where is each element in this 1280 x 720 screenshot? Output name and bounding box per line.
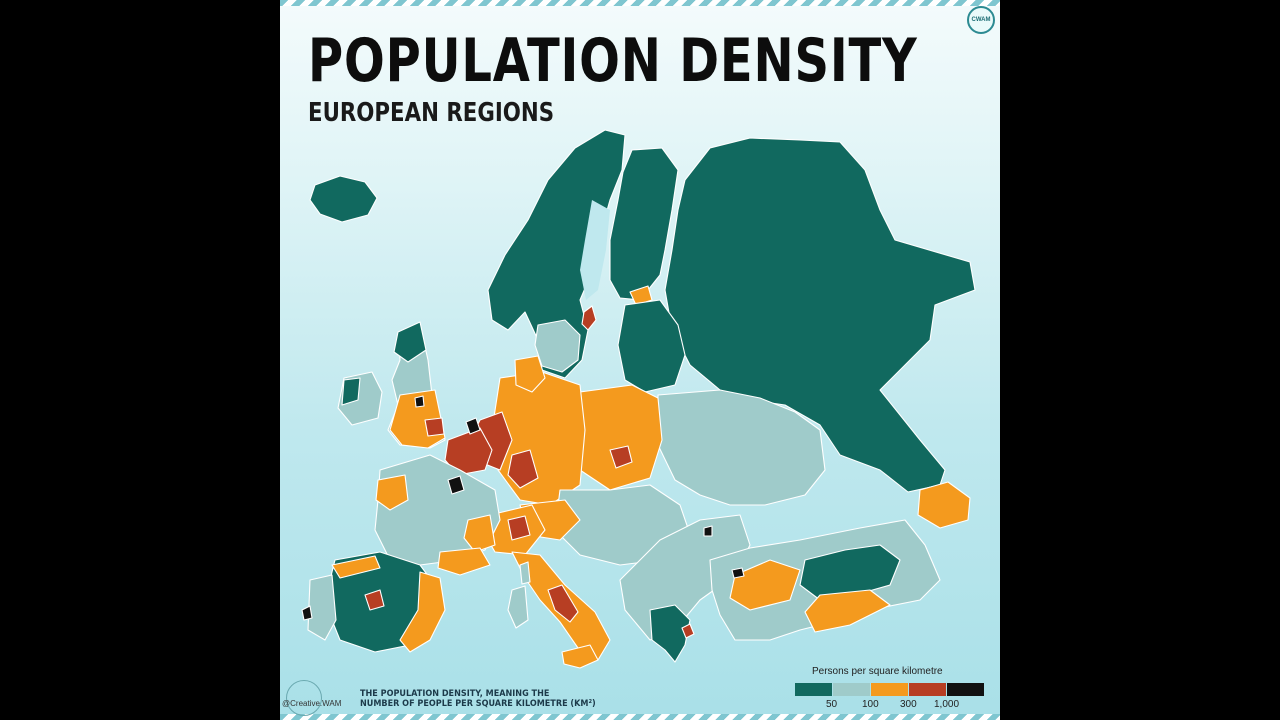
region-athens bbox=[681, 623, 695, 639]
region-riviera bbox=[437, 547, 491, 576]
creator-credit: @Creative.WAM bbox=[282, 699, 342, 708]
region-baltics bbox=[617, 299, 686, 393]
footnote-line-2: NUMBER OF PEOPLE PER SQUARE KILOMETRE (K… bbox=[360, 699, 596, 709]
footnote-line-1: THE POPULATION DENSITY, MEANING THE bbox=[360, 689, 550, 699]
region-london bbox=[424, 417, 445, 437]
legend-swatch-orange bbox=[871, 683, 908, 696]
baltic-sea bbox=[580, 200, 610, 300]
region-randstad bbox=[465, 417, 481, 435]
region-caucasus bbox=[917, 481, 971, 529]
region-istanbul bbox=[731, 567, 745, 579]
region-manchester bbox=[414, 395, 425, 408]
region-rhone bbox=[463, 514, 496, 553]
region-bucharest bbox=[703, 525, 713, 537]
region-sardinia bbox=[507, 585, 529, 629]
region-milan bbox=[507, 515, 531, 541]
legend-swatch-dark-green bbox=[795, 683, 832, 696]
legend-tick-50: 50 bbox=[826, 699, 838, 710]
region-ireland-west bbox=[341, 377, 361, 406]
legend-tick-100: 100 bbox=[862, 699, 879, 710]
region-benelux bbox=[444, 427, 493, 476]
region-iceland bbox=[309, 175, 378, 223]
legend-swatch-light-teal bbox=[833, 683, 870, 696]
region-spain-north bbox=[331, 555, 381, 579]
map-title: POPULATION DENSITY bbox=[308, 26, 918, 96]
region-helsinki bbox=[629, 285, 653, 306]
legend-tick-300: 300 bbox=[900, 699, 917, 710]
region-sicily bbox=[561, 644, 599, 669]
legend-swatch-red bbox=[909, 683, 946, 696]
region-rhein-main bbox=[507, 449, 539, 489]
europe-density-map bbox=[301, 129, 976, 669]
region-turkey-coast-west bbox=[729, 559, 801, 611]
region-spain-east-coast bbox=[399, 571, 446, 653]
region-anatolia-central bbox=[799, 544, 901, 601]
region-southern-sweden bbox=[534, 319, 581, 373]
legend-title: Persons per square kilometre bbox=[812, 666, 943, 677]
region-poland bbox=[571, 384, 663, 491]
legend-swatch-black bbox=[947, 683, 984, 696]
region-turkey-south bbox=[804, 589, 891, 633]
region-romania-balkans bbox=[619, 514, 751, 641]
poster: POPULATION DENSITY EUROPEAN REGIONS CWAM… bbox=[280, 0, 1000, 720]
bottom-stripe-border bbox=[280, 714, 1000, 720]
region-scotland bbox=[393, 321, 427, 363]
region-madrid bbox=[364, 589, 385, 611]
legend-tick-1000: 1,000 bbox=[934, 699, 960, 710]
region-denmark bbox=[514, 355, 546, 393]
region-belarus-ukraine bbox=[657, 389, 826, 506]
top-stripe-border bbox=[280, 0, 1000, 6]
region-corsica bbox=[519, 561, 531, 585]
region-silesia bbox=[609, 445, 633, 469]
map-subtitle: EUROPEAN REGIONS bbox=[308, 98, 555, 128]
region-stockholm bbox=[581, 305, 597, 331]
footnote: THE POPULATION DENSITY, MEANING THE NUMB… bbox=[360, 689, 596, 709]
region-lisbon bbox=[301, 605, 313, 621]
region-paris bbox=[447, 475, 465, 495]
region-greece bbox=[649, 604, 691, 663]
region-brittany bbox=[375, 474, 409, 511]
region-naples-rome bbox=[547, 584, 579, 623]
cwam-logo: CWAM bbox=[967, 6, 995, 34]
creator-logo-circle bbox=[286, 680, 322, 716]
region-portugal bbox=[307, 574, 337, 641]
